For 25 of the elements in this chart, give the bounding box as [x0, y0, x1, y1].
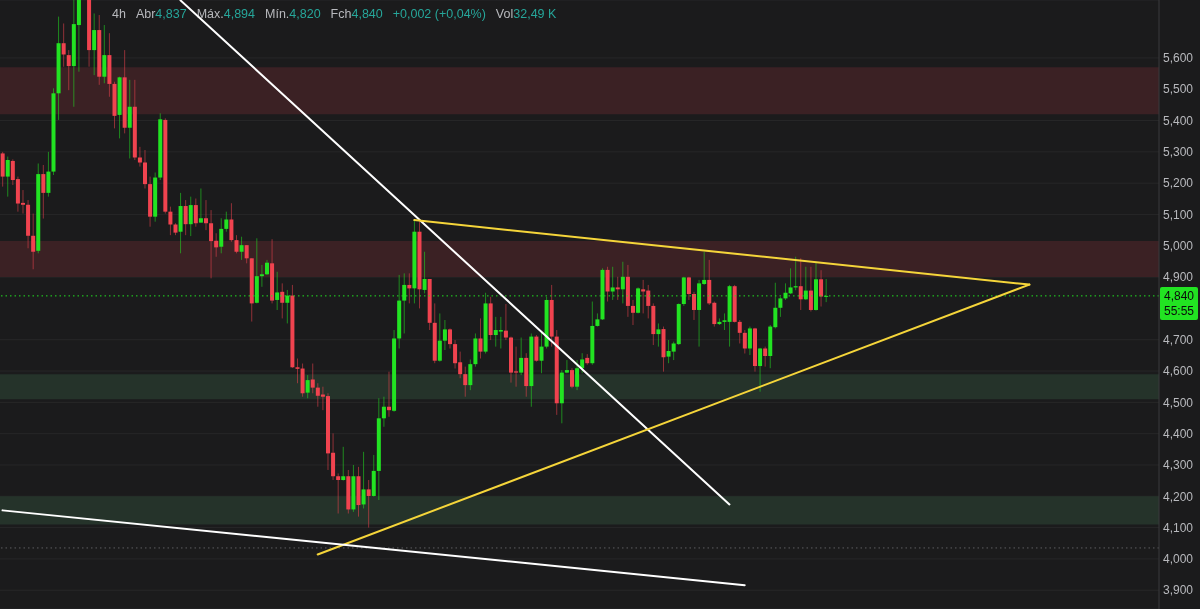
annotation: Mín.4,820 [265, 7, 321, 21]
y-tick-label: 4,500 [1163, 395, 1194, 410]
y-tick-label: 5,100 [1163, 207, 1194, 222]
y-tick-label: 5,600 [1163, 51, 1194, 66]
annotation: Fch4,840 [330, 7, 383, 21]
y-tick-label: 5,400 [1163, 113, 1194, 128]
y-tick-label: 5,000 [1163, 239, 1194, 254]
y-tick-label: 4,000 [1163, 552, 1194, 567]
y-tick-label: 4,100 [1163, 520, 1194, 535]
y-tick-label: 4,600 [1163, 364, 1194, 379]
y-tick-label: 4,200 [1163, 489, 1194, 504]
y-tick-label: 4,300 [1163, 458, 1194, 473]
annotation: Vol32,49 K [495, 7, 557, 21]
y-tick-label: 4,900 [1163, 270, 1194, 285]
y-tick-label: 5,300 [1163, 145, 1194, 160]
y-tick-label: 5,200 [1163, 176, 1194, 191]
annotation: +0,002 (+0,04%) [392, 7, 486, 21]
y-tick-label: 4,700 [1163, 332, 1194, 347]
annotation: Abr4,837 [135, 7, 187, 21]
annotation: Máx.4,894 [196, 7, 256, 21]
y-tick-label: 4,400 [1163, 426, 1194, 441]
ref-line-label: 4,840 55:55 [1163, 288, 1195, 318]
y-tick-label: 5,500 [1163, 82, 1194, 97]
y-tick-label: 3,900 [1163, 583, 1194, 598]
text: 4h [112, 7, 126, 21]
